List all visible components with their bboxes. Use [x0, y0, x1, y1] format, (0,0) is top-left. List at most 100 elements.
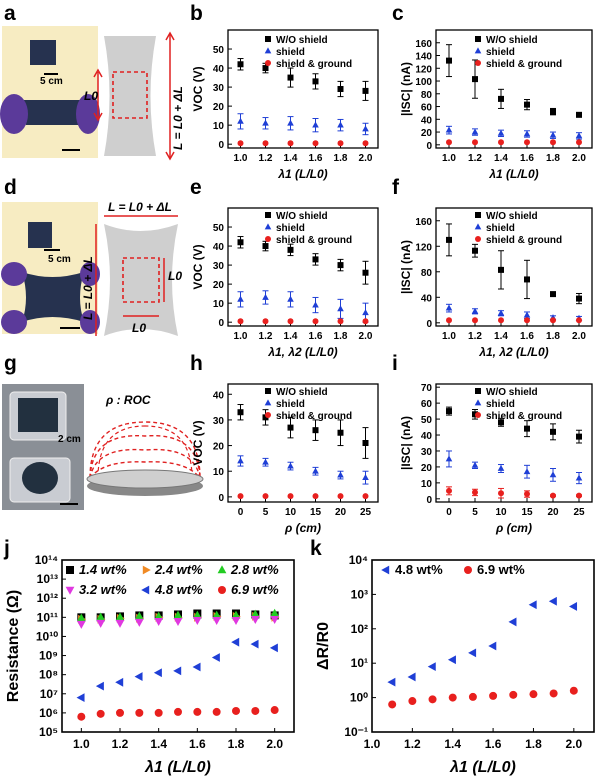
plot-frame — [227, 29, 379, 149]
y-axis-label: ΔR/R0 — [315, 622, 332, 670]
y-tick-label: 50 — [421, 415, 433, 426]
y-tick-label: 10⁹ — [39, 649, 58, 663]
legend-marker — [474, 223, 482, 230]
y-tick-label: 50 — [213, 45, 225, 56]
x-axis-label: λ1 (L/L0) — [488, 167, 538, 181]
diagram-a-l-arrowheads — [165, 31, 175, 161]
legend-label: shield & ground — [276, 235, 352, 246]
diagram-g-dome-1 — [89, 421, 201, 479]
data-point — [446, 139, 452, 146]
data-point — [524, 101, 530, 108]
panel-letter-e: e — [190, 176, 202, 199]
data-point — [471, 307, 479, 314]
data-point — [237, 409, 244, 416]
data-point — [251, 706, 260, 715]
data-point — [576, 111, 582, 118]
y-tick-label: 20 — [421, 128, 433, 139]
data-point — [173, 617, 183, 626]
x-tick-label: 1.4 — [284, 153, 298, 164]
x-tick-label: 1.2 — [112, 737, 129, 751]
panel-letter-i: i — [392, 352, 398, 375]
data-point — [287, 295, 294, 302]
y-tick-label: 0 — [426, 319, 432, 330]
panel-letter-b: b — [190, 2, 203, 25]
data-point — [408, 697, 417, 706]
legend-marker — [474, 47, 482, 54]
x-tick-label: 10 — [285, 507, 297, 518]
legend-label: shield & ground — [276, 411, 352, 422]
data-point — [468, 648, 477, 658]
legend-marker — [381, 565, 390, 575]
data-point — [446, 408, 452, 415]
data-point — [524, 425, 530, 432]
data-point — [576, 295, 582, 302]
data-point — [489, 691, 498, 700]
y-tick-label: 120 — [415, 64, 432, 75]
y-tick-label: 10² — [351, 622, 368, 636]
data-point — [96, 612, 106, 621]
legend-marker — [464, 566, 472, 574]
x-tick-label: 1.8 — [546, 331, 560, 342]
series-shield — [445, 450, 583, 485]
data-point — [250, 639, 259, 649]
y-tick-label: 10¹⁰ — [36, 629, 58, 643]
data-point — [472, 489, 478, 496]
legend-marker — [265, 236, 271, 242]
data-point — [362, 87, 369, 94]
data-point — [77, 712, 86, 721]
data-point — [497, 129, 505, 136]
data-point — [509, 690, 518, 699]
diagram-g-meridians — [97, 425, 193, 479]
data-point — [388, 700, 397, 709]
legend-label: shield & ground — [486, 411, 562, 422]
x-tick-label: 1.2 — [468, 153, 482, 164]
data-point — [337, 86, 344, 92]
series-shield-ground — [237, 493, 369, 500]
data-point — [337, 429, 344, 436]
photo-a-glove-right — [76, 94, 100, 134]
data-point — [262, 318, 269, 325]
data-point — [95, 681, 104, 691]
legend-marker — [264, 47, 272, 54]
x-axis-label: λ1 (L/L0) — [449, 759, 516, 776]
data-point — [270, 616, 280, 625]
x-tick-label: 25 — [360, 507, 372, 518]
x-axis-label: ρ (cm) — [284, 521, 321, 535]
data-point — [153, 668, 162, 678]
photo-g-scale-text: 2 cm — [58, 434, 81, 445]
data-point — [576, 433, 582, 440]
legend-label: 4.8 wt% — [395, 562, 443, 577]
y-tick-label: 160 — [415, 39, 432, 50]
series-shield-ground — [446, 317, 582, 324]
data-point — [262, 140, 269, 147]
data-point — [76, 693, 85, 702]
x-tick-label: 1.4 — [150, 737, 167, 751]
x-tick-label: 5 — [472, 507, 478, 518]
data-point — [524, 276, 530, 283]
legend-label: 6.9 wt% — [477, 562, 525, 577]
legend-label: shield — [276, 223, 305, 234]
data-point — [312, 427, 319, 434]
chart-k: 1.0 1.2 1.4 1.6 1.8 2.0 10⁻¹ 10⁰ 10¹ 10² 10³ 10⁴ λ1 … — [315, 553, 595, 776]
legend-label: 3.2 wt% — [79, 582, 127, 597]
series-w-o-shield — [446, 44, 582, 118]
y-tick-label: 100 — [415, 77, 432, 88]
y-axis-label: VOC (V) — [191, 66, 205, 111]
data-point — [287, 74, 294, 81]
data-point — [262, 293, 269, 300]
data-point — [287, 246, 294, 253]
data-point — [312, 493, 319, 500]
y-tick-label: 60 — [421, 399, 433, 410]
data-point — [569, 602, 578, 611]
x-tick-label: 1.6 — [520, 153, 534, 164]
data-point — [471, 128, 479, 135]
data-point — [287, 119, 294, 126]
series-6-9-wt- — [77, 706, 279, 721]
y-tick-label: 60 — [421, 103, 433, 114]
y-tick-label: 10³ — [351, 587, 368, 601]
legend-label: shield — [276, 47, 305, 58]
data-point — [337, 493, 344, 500]
chart-j: 1.0 1.2 1.4 1.6 1.8 2.0 10⁵ 10⁶ 10⁷ 10⁸ 10⁹ 10¹⁰ 10¹… — [5, 553, 295, 776]
